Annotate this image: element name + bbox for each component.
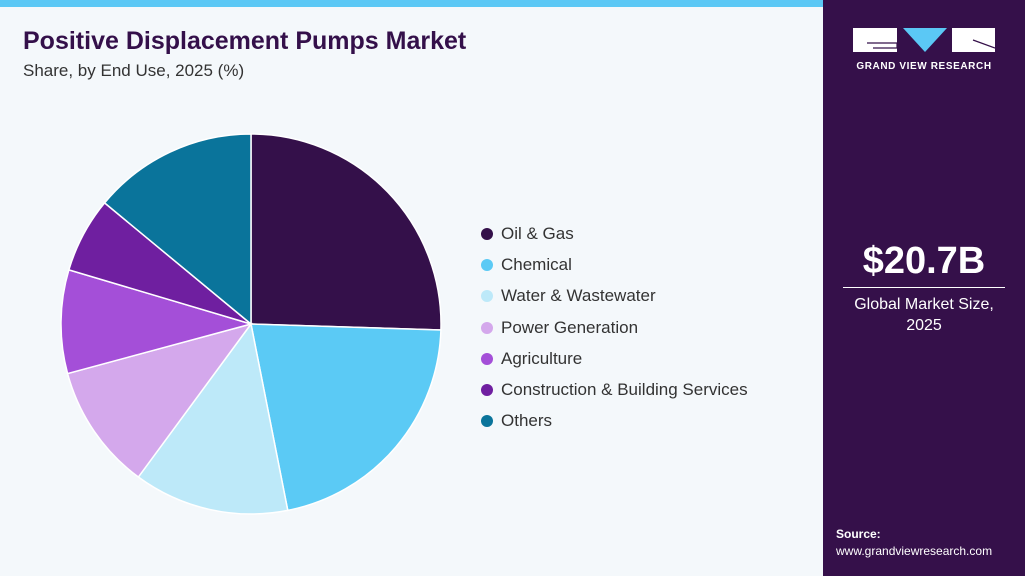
legend-label: Oil & Gas xyxy=(501,223,574,243)
pie-chart xyxy=(60,133,442,515)
chart-area: Positive Displacement Pumps Market Share… xyxy=(0,0,823,576)
legend-item: Others xyxy=(481,406,748,437)
legend-marker xyxy=(481,352,493,365)
legend-item: Oil & Gas xyxy=(481,218,748,249)
pie-slice-power-generation xyxy=(66,322,253,479)
legend: Oil & Gas Chemical Water & Wastewater Power… xyxy=(481,218,748,437)
legend-item: Water & Wastewater xyxy=(481,281,748,312)
market-size-label: Global Market Size, 2025 xyxy=(823,294,1025,336)
legend-label: Construction & Building Services xyxy=(501,380,748,400)
logo-text: GRAND VIEW RESEARCH xyxy=(856,61,992,72)
legend-marker xyxy=(481,415,493,428)
chart-title: Positive Displacement Pumps Market xyxy=(23,27,467,55)
legend-marker xyxy=(481,227,493,240)
legend-item: Power Generation xyxy=(481,312,748,343)
legend-marker xyxy=(481,258,493,271)
legend-marker xyxy=(481,290,493,303)
pie-slice-oil-gas xyxy=(250,133,442,331)
market-size-label-line2: 2025 xyxy=(906,317,942,334)
pie-slice-agriculture xyxy=(60,268,254,375)
legend-item: Construction & Building Services xyxy=(481,374,748,405)
sidebar: GRAND VIEW RESEARCH $20.7B Global Market… xyxy=(823,0,1025,576)
source-label: Source: xyxy=(836,527,881,541)
source: Source: www.grandviewresearch.com xyxy=(836,526,992,560)
legend-marker xyxy=(481,384,493,397)
legend-label: Power Generation xyxy=(501,317,639,337)
pie-slice-chemical xyxy=(250,323,442,512)
legend-label: Agriculture xyxy=(501,348,583,368)
legend-marker xyxy=(481,321,493,334)
legend-label: Water & Wastewater xyxy=(501,286,656,306)
market-size-value: $20.7B xyxy=(862,240,986,282)
legend-label: Chemical xyxy=(501,254,572,274)
grand-view-research-logo xyxy=(853,28,995,52)
pie-slice-water-wastewater xyxy=(137,322,289,515)
legend-item: Chemical xyxy=(481,249,748,280)
chart-subtitle: Share, by End Use, 2025 (%) xyxy=(23,61,245,80)
divider xyxy=(843,287,1005,288)
market-size-label-line1: Global Market Size, xyxy=(854,296,994,313)
pie-slice-others xyxy=(103,133,252,326)
legend-item: Agriculture xyxy=(481,343,748,374)
legend-label: Others xyxy=(501,411,553,431)
accent-bar xyxy=(0,0,823,7)
source-url[interactable]: www.grandviewresearch.com xyxy=(836,544,993,558)
